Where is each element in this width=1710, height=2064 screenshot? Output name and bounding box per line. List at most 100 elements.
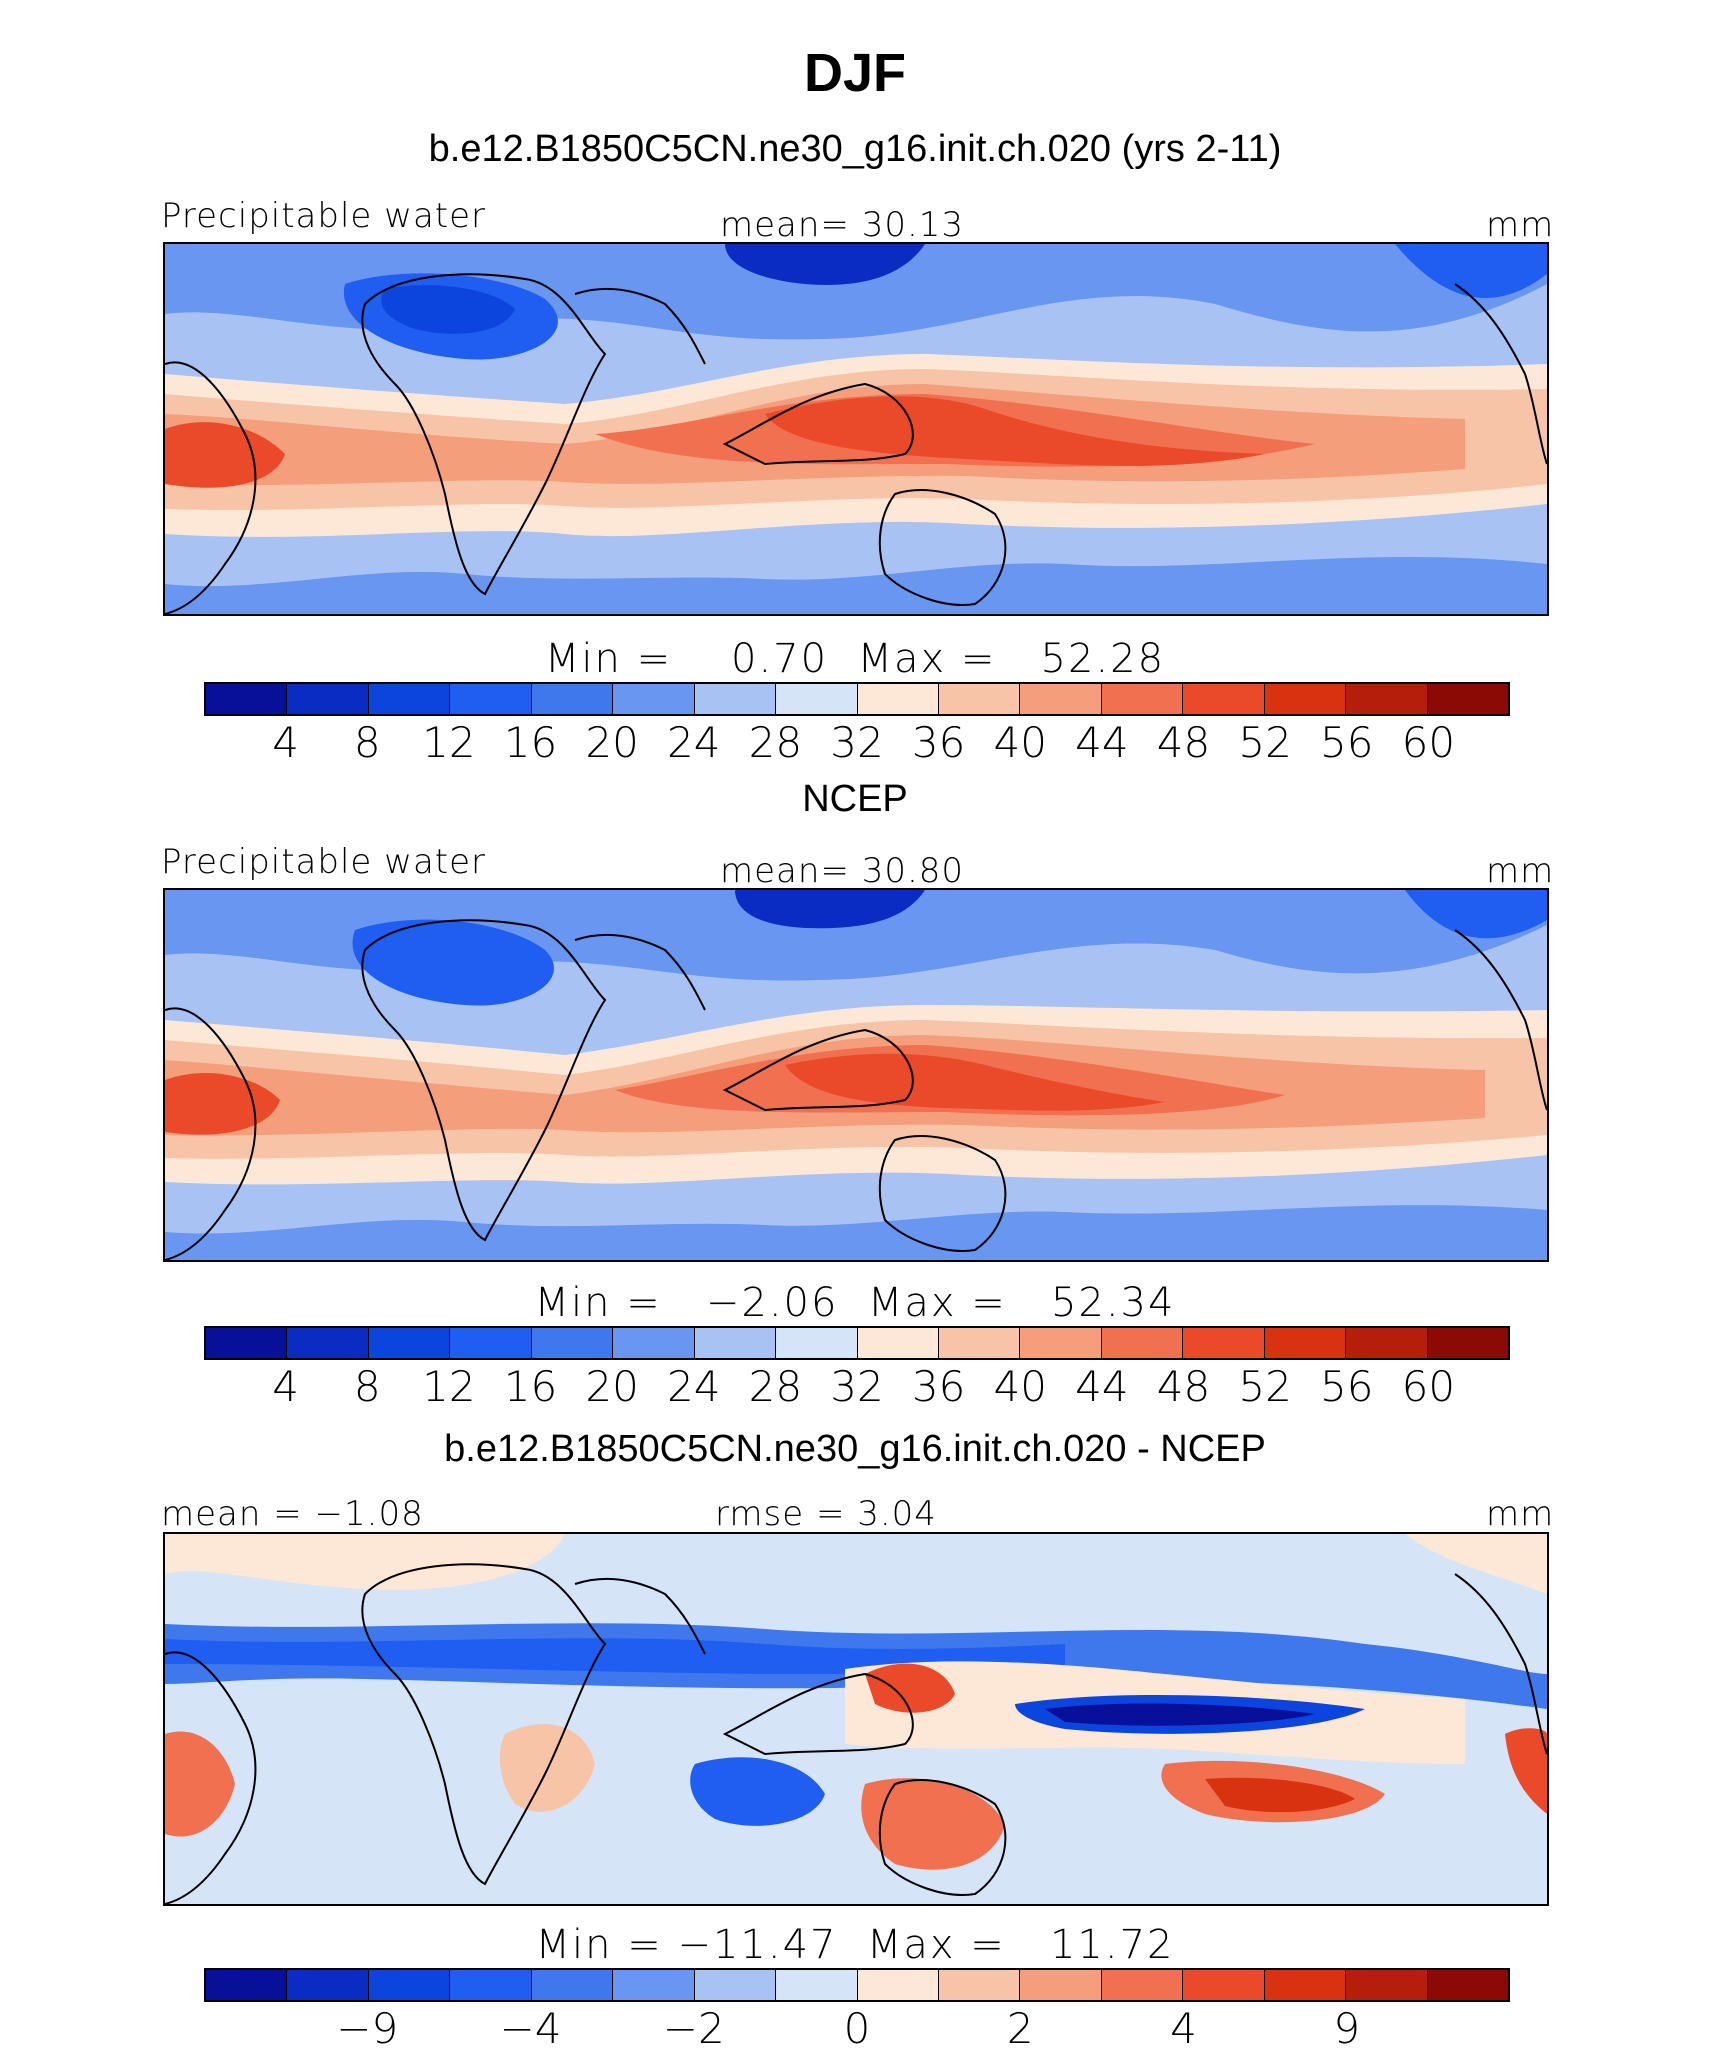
- colorbar-swatch: [1183, 1328, 1265, 1358]
- panel-3-map-svg: [165, 1534, 1547, 1904]
- colorbar-swatch: [857, 1328, 939, 1358]
- colorbar-tick-label: 60: [1401, 718, 1456, 767]
- colorbar-tick-label: 8: [353, 1362, 381, 1411]
- contour-sahara-dry: [352, 919, 554, 1006]
- panel-2-title: NCEP: [802, 778, 908, 820]
- colorbar-swatch: [531, 1328, 614, 1358]
- contour-amazon: [165, 1072, 280, 1135]
- panel-3-rmse-label: rmse = 3.04: [715, 1494, 937, 1534]
- colorbar-tick-label: 56: [1320, 1362, 1374, 1411]
- panel-3-minmax: Min = −11.47 Max = 11.72: [535, 1922, 1175, 1968]
- colorbar-tick-label: 2: [1006, 2004, 1034, 2053]
- colorbar-tick-label: 16: [503, 1362, 558, 1411]
- contour-diff-philippines: [865, 1663, 955, 1713]
- colorbar-swatch: [531, 684, 614, 714]
- contour-diff-east-edge: [1505, 1728, 1547, 1814]
- colorbar-tick-label: −4: [499, 2004, 562, 2053]
- panel-1-title: b.e12.B1850C5CN.ne30_g16.init.ch.020 (yr…: [428, 128, 1282, 170]
- colorbar-swatch: [531, 1970, 614, 2000]
- colorbar-tick-label: 12: [422, 718, 476, 767]
- contour-namerica-dry: [1395, 244, 1547, 298]
- panel-3-map: [163, 1532, 1549, 1906]
- coastlines: [165, 273, 1547, 614]
- colorbar-tick-label: 40: [993, 718, 1047, 767]
- colorbar-swatch: [287, 1328, 369, 1358]
- colorbar-tick-label: 40: [993, 1362, 1047, 1411]
- colorbar-swatch: [1101, 1970, 1184, 2000]
- panel-2-mean-label: mean= 30.80: [720, 851, 965, 891]
- colorbar-swatch: [938, 1970, 1021, 2000]
- colorbar-tick-label: −2: [662, 2004, 725, 2053]
- panel-3-colorbar-ticks: −9 −4 −2 0 2 4 9: [204, 2004, 1510, 2054]
- colorbar-swatch: [1264, 1970, 1347, 2000]
- colorbar-swatch: [1346, 684, 1428, 714]
- colorbar-tick-label: 52: [1238, 1362, 1292, 1411]
- panel-3-title: b.e12.B1850C5CN.ne30_g16.init.ch.020 - N…: [444, 1428, 1266, 1470]
- colorbar-swatch: [287, 684, 369, 714]
- colorbar-swatch: [1183, 1970, 1265, 2000]
- colorbar-swatch: [450, 1328, 532, 1358]
- contour-namerica-dry: [1405, 890, 1547, 939]
- colorbar-tick-label: 20: [585, 1362, 639, 1411]
- colorbar-swatch: [613, 684, 695, 714]
- panel-3-units-label: mm: [1486, 1494, 1555, 1534]
- colorbar-tick-label: 32: [830, 718, 884, 767]
- contour-diff-australia: [861, 1778, 1005, 1870]
- colorbar-swatch: [1346, 1970, 1428, 2000]
- colorbar-tick-label: 20: [585, 718, 639, 767]
- colorbar-tick-label: 24: [667, 718, 721, 767]
- colorbar-swatch: [450, 1970, 532, 2000]
- colorbar-tick-label: 48: [1156, 1362, 1211, 1411]
- colorbar-tick-label: 36: [911, 718, 966, 767]
- contour-south-dry: [165, 556, 1547, 614]
- panel-1-map-svg: [165, 244, 1547, 614]
- panel-2-map: [163, 888, 1549, 1262]
- colorbar-tick-label: −9: [336, 2004, 399, 2053]
- colorbar-tick-label: 56: [1320, 718, 1374, 767]
- panel-3-mean-label: mean = −1.08: [161, 1494, 424, 1534]
- colorbar-swatch: [1427, 684, 1508, 714]
- colorbar-swatch: [1427, 1970, 1508, 2000]
- colorbar-swatch: [206, 1328, 288, 1358]
- colorbar-swatch: [1020, 1970, 1102, 2000]
- panel-3-colorbar: [204, 1968, 1510, 2002]
- colorbar-tick-label: 48: [1156, 718, 1211, 767]
- colorbar-tick-label: 4: [1170, 2004, 1197, 2053]
- colorbar-swatch: [1264, 1328, 1347, 1358]
- contour-diff-indian-cold: [690, 1757, 825, 1826]
- contour-south-dry: [165, 1205, 1547, 1260]
- colorbar-swatch: [1183, 684, 1265, 714]
- contour-diff-samerica: [165, 1731, 235, 1837]
- colorbar-tick-label: 24: [667, 1362, 721, 1411]
- contour-diff-spcz-core: [1205, 1777, 1355, 1813]
- colorbar-swatch: [694, 1328, 777, 1358]
- contour-warm-pool: [785, 1053, 1165, 1111]
- contour-asia-dry: [725, 244, 925, 285]
- colorbar-swatch: [1346, 1328, 1428, 1358]
- panel-1-map: [163, 242, 1549, 616]
- colorbar-tick-label: 4: [272, 1362, 299, 1411]
- colorbar-tick-label: 8: [353, 718, 381, 767]
- panel-1-units-label: mm: [1486, 205, 1555, 245]
- contour-diff-north-core: [165, 1638, 1065, 1674]
- colorbar-swatch: [694, 684, 777, 714]
- coastlines: [165, 1563, 1547, 1904]
- contour-warm-pool: [765, 396, 1265, 466]
- panel-2-colorbar-ticks: 4 8 12 16 20 24 28 32 36 40 44 48 52 56 60: [204, 1362, 1510, 1412]
- colorbar-swatch: [368, 1328, 451, 1358]
- panel-2-units-label: mm: [1486, 851, 1555, 891]
- colorbar-swatch: [694, 1970, 777, 2000]
- colorbar-swatch: [857, 1970, 939, 2000]
- colorbar-swatch: [776, 1970, 858, 2000]
- colorbar-tick-label: 4: [272, 718, 299, 767]
- colorbar-swatch: [206, 1970, 288, 2000]
- colorbar-tick-label: 52: [1238, 718, 1292, 767]
- colorbar-tick-label: 44: [1075, 1362, 1129, 1411]
- colorbar-swatch: [1020, 684, 1102, 714]
- colorbar-swatch: [450, 684, 532, 714]
- colorbar-tick-label: 44: [1075, 718, 1129, 767]
- colorbar-swatch: [776, 1328, 858, 1358]
- panel-2-minmax: Min = −2.06 Max = 52.34: [534, 1280, 1176, 1326]
- colorbar-tick-label: 28: [748, 1362, 803, 1411]
- panel-2-colorbar: [204, 1326, 1510, 1360]
